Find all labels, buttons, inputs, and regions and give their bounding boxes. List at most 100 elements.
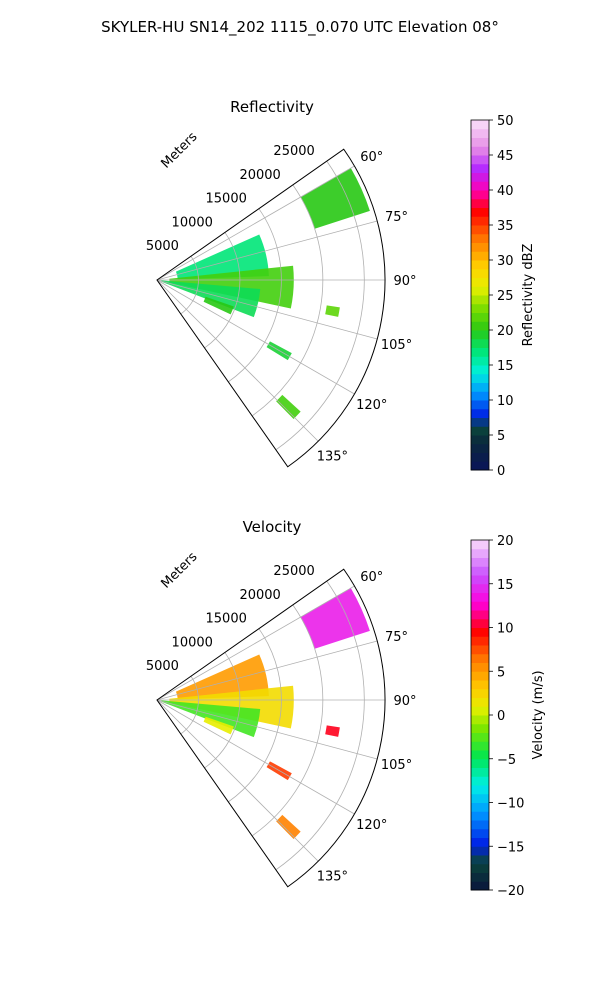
colorbar-segment — [471, 697, 489, 707]
colorbar-segment — [471, 347, 489, 357]
velocity-panel: Velocity 5000 10000 15000 20000 25000 60° 75°… — [146, 518, 546, 899]
azimuth-tick-label: 75° — [385, 210, 408, 225]
azimuth-tick-label: 135° — [317, 869, 348, 884]
reflectivity-echo-layer — [160, 168, 370, 419]
echo-region-7 — [276, 394, 301, 419]
echo-region-1 — [175, 654, 269, 700]
colorbar-segment — [471, 400, 489, 410]
range-ring-1 — [204, 232, 241, 349]
range-tick-label: 10000 — [172, 215, 213, 230]
colorbar-tick-label: −10 — [497, 797, 524, 812]
azimuth-spoke-5 — [156, 699, 319, 862]
colorbar-segment — [471, 723, 489, 733]
reflectivity-colorbar: 0 5 10 15 20 25 30 35 40 45 50 — [470, 114, 514, 479]
colorbar-segment — [471, 330, 489, 340]
velocity-colorbar: −20 −15 −10 −5 0 5 10 15 20 — [470, 534, 524, 899]
colorbar-segment — [471, 146, 489, 156]
echo-region-4 — [203, 716, 234, 735]
colorbar-tick-label: 40 — [497, 184, 514, 199]
colorbar-segment — [471, 645, 489, 655]
colorbar-segment — [471, 548, 489, 558]
colorbar-segment — [471, 776, 489, 786]
colorbar-segment — [471, 137, 489, 147]
colorbar-segment — [471, 785, 489, 795]
colorbar-segment — [471, 373, 489, 383]
colorbar-tick-label: 5 — [497, 665, 505, 680]
colorbar-segment — [471, 627, 489, 637]
colorbar-segment — [471, 855, 489, 865]
colorbar-segment — [471, 225, 489, 235]
echo-region-7 — [276, 814, 301, 839]
azimuth-spoke-0 — [156, 585, 355, 701]
colorbar-segment — [471, 391, 489, 401]
velocity-meters-label: Meters — [159, 549, 201, 591]
colorbar-segment — [471, 653, 489, 663]
azimuth-tick-label: 135° — [317, 449, 348, 464]
range-tick-label: 25000 — [273, 564, 314, 579]
echo-region-0 — [300, 588, 370, 649]
colorbar-tick-label: 5 — [497, 429, 505, 444]
range-tick-label: 5000 — [146, 239, 179, 254]
colorbar-tick-label: 0 — [497, 464, 505, 479]
colorbar-segment — [471, 793, 489, 803]
colorbar-segment — [471, 207, 489, 217]
velocity-echo-layer — [160, 588, 370, 839]
range-tick-label: 15000 — [206, 192, 247, 207]
colorbar-segment — [471, 198, 489, 208]
azimuth-spoke-3 — [156, 699, 378, 760]
azimuth-tick-label: 60° — [360, 570, 383, 585]
azimuth-spoke-0 — [156, 165, 355, 281]
colorbar-segment — [471, 163, 489, 173]
range-ring-2 — [228, 628, 282, 803]
range-ring-4 — [275, 160, 365, 451]
velocity-sector-frame — [156, 568, 386, 888]
colorbar-segment — [471, 295, 489, 305]
colorbar-segment — [471, 443, 489, 453]
colorbar-tick-label: 15 — [497, 578, 514, 593]
reflectivity-range-ticks: 5000 10000 15000 20000 25000 — [146, 144, 315, 254]
figure-title: SKYLER-HU SN14_202 1115_0.070 UTC Elevat… — [101, 18, 499, 37]
range-tick-label: 20000 — [239, 168, 280, 183]
azimuth-tick-label: 60° — [360, 150, 383, 165]
colorbar-segment — [471, 636, 489, 646]
colorbar-tick-label: 10 — [497, 394, 514, 409]
azimuth-tick-label: 75° — [385, 630, 408, 645]
reflectivity-meters-label: Meters — [159, 129, 201, 171]
velocity-range-ticks: 5000 10000 15000 20000 25000 — [146, 564, 315, 674]
colorbar-segment — [471, 575, 489, 585]
colorbar-segment — [471, 233, 489, 243]
azimuth-tick-label: 105° — [381, 338, 412, 353]
colorbar-segment — [471, 268, 489, 278]
colorbar-segment — [471, 277, 489, 287]
range-tick-label: 5000 — [146, 659, 179, 674]
azimuth-spoke-1 — [156, 220, 378, 281]
azimuth-tick-label: 90° — [393, 274, 416, 289]
colorbar-segment — [471, 662, 489, 672]
colorbar-segment — [471, 706, 489, 716]
colorbar-segment — [471, 583, 489, 593]
reflectivity-sector-frame — [156, 148, 386, 468]
colorbar-tick-label: −5 — [497, 753, 516, 768]
colorbar-segment — [471, 120, 489, 130]
range-tick-label: 10000 — [172, 635, 213, 650]
colorbar-segment — [471, 260, 489, 270]
colorbar-segment — [471, 242, 489, 252]
azimuth-spoke-4 — [156, 279, 355, 395]
colorbar-segment — [471, 715, 489, 725]
colorbar-segment — [471, 741, 489, 751]
colorbar-segment — [471, 435, 489, 445]
colorbar-segment — [471, 303, 489, 313]
echo-region-0 — [300, 168, 370, 229]
echo-region-5 — [325, 725, 340, 737]
colorbar-segment — [471, 365, 489, 375]
colorbar-tick-label: 30 — [497, 254, 514, 269]
velocity-azimuth-ticks: 60° 75° 90° 105° 120° 135° — [317, 570, 417, 884]
azimuth-spoke-4 — [156, 699, 355, 815]
colorbar-segment — [471, 802, 489, 812]
colorbar-segment — [471, 128, 489, 138]
colorbar-segment — [471, 566, 489, 576]
echo-region-4 — [203, 296, 234, 315]
colorbar-segment — [471, 618, 489, 628]
colorbar-segment — [471, 828, 489, 838]
colorbar-segment — [471, 190, 489, 200]
